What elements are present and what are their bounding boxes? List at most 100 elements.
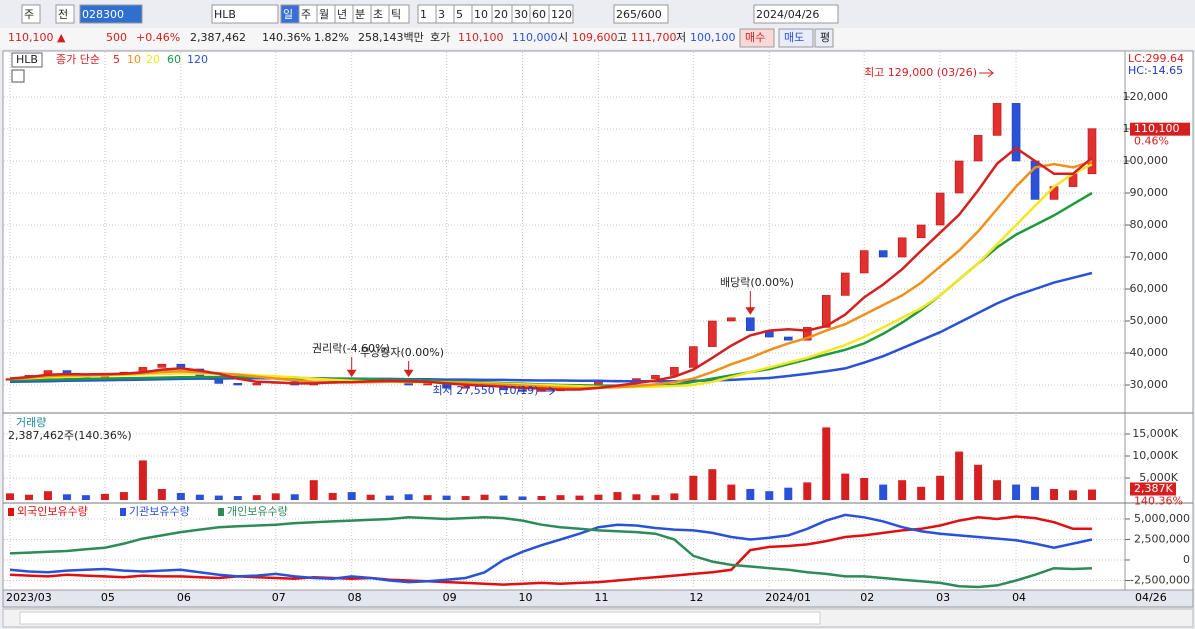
toolbar-label[interactable]: 월 (319, 8, 329, 21)
toolbar-label[interactable]: HLB (214, 8, 236, 21)
y-tick-label: 100,000 (1123, 154, 1169, 167)
event-arrow (745, 291, 756, 315)
x-tick-label: 11 (594, 591, 608, 604)
toolbar-label[interactable]: 5 (456, 8, 463, 21)
info-value: 100,100 (690, 31, 736, 44)
toolbar-label[interactable]: 2024/04/26 (756, 8, 819, 21)
toolbar-label[interactable]: 초 (373, 8, 383, 21)
x-tick-label: 05 (101, 591, 115, 604)
ma-line (9, 271, 1093, 384)
toolbar-label[interactable]: 20 (494, 8, 508, 21)
toolbar-button[interactable] (55, 4, 75, 24)
toolbar-label[interactable]: 10 (474, 8, 488, 21)
y-tick-label: 70,000 (1130, 250, 1169, 263)
toolbar-label[interactable]: 3 (438, 8, 445, 21)
volume-bar (119, 492, 128, 500)
volume-bar (689, 475, 698, 500)
toolbar-button[interactable] (388, 4, 410, 24)
toolbar-label[interactable]: 120 (551, 8, 572, 21)
candle (708, 320, 717, 347)
candle (233, 383, 243, 386)
volume-bar (385, 495, 394, 500)
toolbar-label[interactable]: 1 (420, 8, 427, 21)
volume-bar (518, 496, 527, 500)
toolbar-label[interactable]: 265/600 (616, 8, 662, 21)
event-arrow (403, 361, 414, 378)
toolbar-button[interactable] (753, 4, 839, 24)
toolbar-button[interactable] (21, 4, 41, 24)
volume-bar (1031, 486, 1040, 500)
order-button[interactable] (814, 28, 834, 48)
candle (651, 375, 660, 379)
volume-bar (670, 493, 679, 500)
pane-title: 거래량 (16, 416, 46, 429)
legend-swatch (218, 508, 224, 516)
toolbar-label[interactable]: 주 (301, 8, 311, 21)
symbol-box (11, 52, 43, 68)
volume-bar (1050, 488, 1059, 500)
info-value: 2,387,462 (190, 31, 246, 44)
toolbar-button[interactable] (211, 4, 279, 24)
toolbar-button[interactable] (79, 4, 143, 24)
legend-entry: 외국인보유수량 (17, 505, 88, 518)
candle (1011, 103, 1021, 162)
info-value[interactable]: 매수 (745, 31, 765, 44)
x-tick-label: 12 (689, 591, 703, 604)
y-tick-label: 40,000 (1130, 346, 1169, 359)
annotation: 최저 27,550 (10/19) (432, 384, 538, 397)
volume-bar (6, 493, 14, 500)
holding-line (9, 513, 1093, 584)
volume-bar (214, 495, 223, 500)
annotation-arrow (540, 386, 556, 396)
volume-bar (24, 494, 33, 500)
table-icon[interactable] (11, 69, 25, 83)
info-value: 고 (617, 31, 627, 44)
info-value: 1.82% (314, 31, 349, 44)
candle (783, 336, 793, 341)
volume-box (1130, 482, 1176, 496)
info-value[interactable]: 매도 (784, 31, 804, 44)
y-tick-label: 120,000 (1123, 90, 1169, 103)
toolbar-label[interactable]: 028300 (82, 8, 124, 21)
volume-bar (556, 495, 565, 500)
volume-bar (404, 494, 413, 500)
info-value: 110,100 ▲ (8, 31, 66, 44)
toolbar-label[interactable]: 년 (337, 8, 347, 21)
volume-bar (271, 493, 280, 500)
toolbar-label[interactable]: 60 (532, 8, 546, 21)
volume-bar (746, 488, 755, 500)
toolbar-label[interactable]: 전 (58, 8, 68, 21)
volume-bar (575, 495, 584, 500)
change-label: 0.46% (1134, 135, 1169, 148)
chart-title: HLB (16, 53, 38, 66)
y-tick-label: 80,000 (1130, 218, 1169, 231)
order-button[interactable] (739, 28, 775, 48)
info-value: +0.46% (136, 31, 180, 44)
candle (859, 250, 869, 274)
scroll-track[interactable] (19, 611, 821, 625)
x-tick-label: 2024/01 (765, 591, 811, 604)
candle (423, 383, 432, 386)
info-value: 258,143백만 (358, 31, 424, 44)
toolbar-button[interactable] (613, 4, 669, 24)
info-value: 호가 (430, 31, 450, 44)
ma-line (9, 146, 1093, 391)
toolbar-label[interactable]: 틱 (391, 8, 401, 21)
toolbar-label[interactable]: 30 (514, 8, 528, 21)
legend-entry: 20 (146, 53, 160, 66)
x-tick-label: 08 (348, 591, 362, 604)
candle (461, 386, 470, 389)
y-tick-label: 0 (1183, 553, 1190, 566)
toolbar-label[interactable]: 일 (283, 7, 293, 21)
legend-swatch (120, 508, 126, 516)
order-button[interactable] (778, 28, 814, 48)
info-value[interactable]: 평 (820, 31, 830, 44)
volume-bar (784, 487, 793, 500)
toolbar-label[interactable]: 주 (24, 8, 34, 21)
toolbar-label[interactable]: 분 (355, 8, 365, 21)
annotation: 최고 129,000 (03/26) (864, 66, 977, 79)
candle (821, 295, 831, 328)
legend-entry: 개인보유수량 (227, 505, 288, 518)
toolbar-button[interactable] (548, 4, 574, 24)
